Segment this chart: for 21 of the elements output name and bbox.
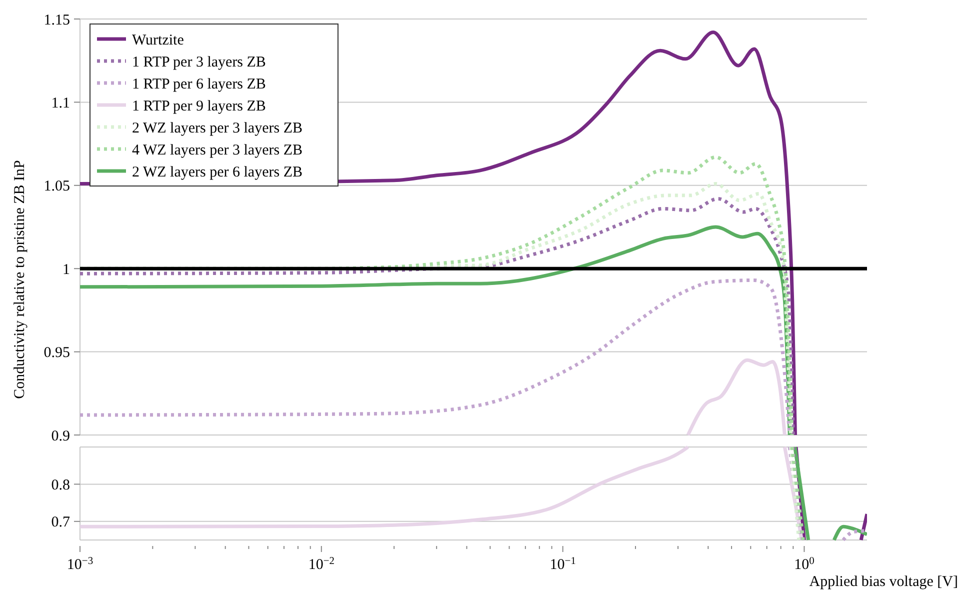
y-tick-label: 0.95 [44,345,70,362]
x-tick-label: 10$^{0}$ [794,556,814,573]
legend-label: 1 RTP per 6 layers ZB [132,76,266,92]
legend-label: Wurtzite [132,32,184,48]
x-tick-label: 10$^{−1}$ [550,556,576,573]
legend-label: 2 WZ layers per 3 layers ZB [132,120,303,136]
x-tick-label: 10$^{−3}$ [66,556,94,573]
y-axis-title: Conductivity relative to pristine ZB InP [12,160,28,399]
y-tick-label: 0.8 [51,477,70,494]
y-tick-label: 0.7 [51,514,70,531]
y-tick-label: 1.15 [44,12,70,28]
y-tick-label: 1.05 [44,178,70,195]
legend-label: 4 WZ layers per 3 layers ZB [132,142,303,158]
y-tick-label: 1 [62,262,70,278]
legend-label: 1 RTP per 9 layers ZB [132,98,266,114]
legend-label: 2 WZ layers per 6 layers ZB [132,164,303,180]
y-tick-label: 1.1 [51,95,70,112]
x-tick-label: 10$^{−2}$ [308,556,334,573]
y-tick-label: 0.9 [51,428,70,444]
x-axis-title: Applied bias voltage [V] [809,574,958,590]
legend-label: 1 RTP per 3 layers ZB [132,54,266,70]
